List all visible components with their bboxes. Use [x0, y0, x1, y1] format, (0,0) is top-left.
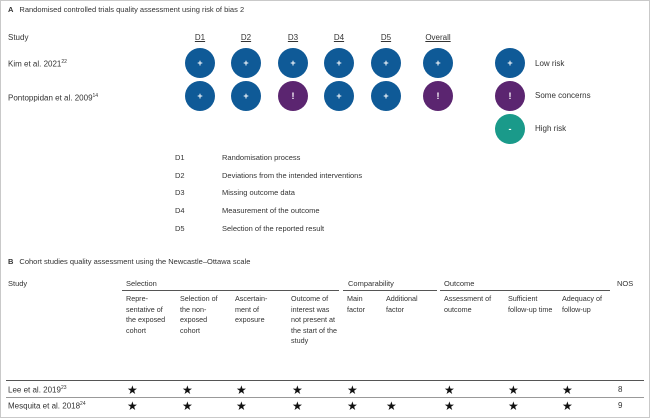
risk-circle-low: + — [185, 81, 215, 111]
definition-code: D4 — [175, 206, 185, 215]
legend-low-risk-circle: + — [495, 48, 525, 78]
nos-star-icon: ★ — [236, 399, 247, 413]
nos-star-icon: ★ — [236, 383, 247, 397]
subheader-main-factor: Main factor — [347, 294, 365, 314]
panel-a-study-header: Study — [8, 33, 29, 42]
selection-group-rule — [122, 290, 339, 291]
risk-circle-low: + — [324, 48, 354, 78]
panel-a-title: A Randomised controlled trials quality as… — [8, 5, 245, 14]
rct-study-name: Kim et al. 202122 — [8, 59, 67, 69]
domain-header-d2: D2 — [240, 33, 252, 42]
legend-high-risk-label: High risk — [535, 124, 567, 133]
rct-study-name: Pontoppidan et al. 200914 — [8, 93, 99, 103]
risk-circle-low: + — [371, 81, 401, 111]
subheader-assessment-outcome: Assessment of outcome — [444, 294, 492, 314]
definition-code: D1 — [175, 153, 185, 162]
risk-circle-overall-low: + — [423, 48, 453, 78]
nos-star-icon: ★ — [562, 383, 573, 397]
nos-star-icon: ★ — [444, 383, 455, 397]
definition-code: D2 — [175, 171, 185, 180]
legend-some-concerns-circle: ! — [495, 81, 525, 111]
nos-star-icon: ★ — [444, 399, 455, 413]
nos-star-icon: ★ — [182, 383, 193, 397]
group-header-nos: NOS — [617, 279, 634, 288]
risk-circle-low: + — [185, 48, 215, 78]
nos-star-icon: ★ — [508, 383, 519, 397]
nos-star-icon: ★ — [127, 399, 138, 413]
nos-score: 9 — [618, 401, 623, 410]
cohort-study-name: Mesquita et al. 201824 — [8, 401, 86, 411]
group-header-comparability: Comparability — [348, 279, 394, 288]
table-row-divider — [6, 397, 644, 398]
legend-high-risk-circle: - — [495, 114, 525, 144]
risk-circle-low: + — [371, 48, 401, 78]
risk-circle-some-concerns: ! — [278, 81, 308, 111]
risk-circle-low: + — [278, 48, 308, 78]
nos-star-icon: ★ — [292, 399, 303, 413]
nos-star-icon: ★ — [386, 399, 397, 413]
group-header-selection: Selection — [126, 279, 157, 288]
subheader-selection-non-exposed: Selection of the non-exposed cohort — [180, 294, 218, 335]
definition-code: D3 — [175, 188, 185, 197]
cohort-study-name: Lee et al. 201923 — [8, 385, 67, 395]
comparability-group-rule — [343, 290, 437, 291]
domain-header-d5: D5 — [380, 33, 392, 42]
definition-text: Measurement of the outcome — [222, 206, 320, 215]
subheader-adequacy-follow-up: Adequacy of follow-up — [562, 294, 602, 314]
subheader-representative: Repre-sentative of the exposed cohort — [126, 294, 166, 335]
domain-header-overall: Overall — [425, 33, 451, 42]
panel-b-title: B Cohort studies quality assessment using… — [8, 257, 251, 266]
definition-text: Missing outcome data — [222, 188, 295, 197]
domain-header-d4: D4 — [333, 33, 345, 42]
definition-text: Randomisation process — [222, 153, 301, 162]
nos-star-icon: ★ — [347, 399, 358, 413]
nos-score: 8 — [618, 385, 623, 394]
risk-circle-low: + — [231, 48, 261, 78]
definition-text: Selection of the reported result — [222, 224, 325, 233]
nos-star-icon: ★ — [562, 399, 573, 413]
risk-circle-overall-some-concerns: ! — [423, 81, 453, 111]
risk-circle-low: + — [231, 81, 261, 111]
domain-header-d3: D3 — [287, 33, 299, 42]
nos-star-icon: ★ — [292, 383, 303, 397]
panel-b-study-header: Study — [8, 279, 28, 288]
definition-text: Deviations from the intended interventio… — [222, 171, 363, 180]
table-header-rule — [6, 380, 644, 381]
domain-header-d1: D1 — [194, 33, 206, 42]
subheader-sufficient-follow-up: Sufficient follow-up time — [508, 294, 553, 314]
nos-star-icon: ★ — [508, 399, 519, 413]
subheader-ascertainment: Ascertain-ment of exposure — [235, 294, 268, 324]
outcome-group-rule — [440, 290, 610, 291]
nos-star-icon: ★ — [182, 399, 193, 413]
legend-some-concerns-label: Some concerns — [535, 91, 591, 100]
risk-circle-low: + — [324, 81, 354, 111]
definition-code: D5 — [175, 224, 185, 233]
nos-star-icon: ★ — [347, 383, 358, 397]
subheader-additional-factor: Additional factor — [386, 294, 418, 314]
nos-star-icon: ★ — [127, 383, 138, 397]
subheader-outcome-not-present: Outcome of interest was not present at t… — [291, 294, 337, 345]
legend-low-risk-label: Low risk — [535, 59, 565, 68]
group-header-outcome: Outcome — [444, 279, 475, 288]
